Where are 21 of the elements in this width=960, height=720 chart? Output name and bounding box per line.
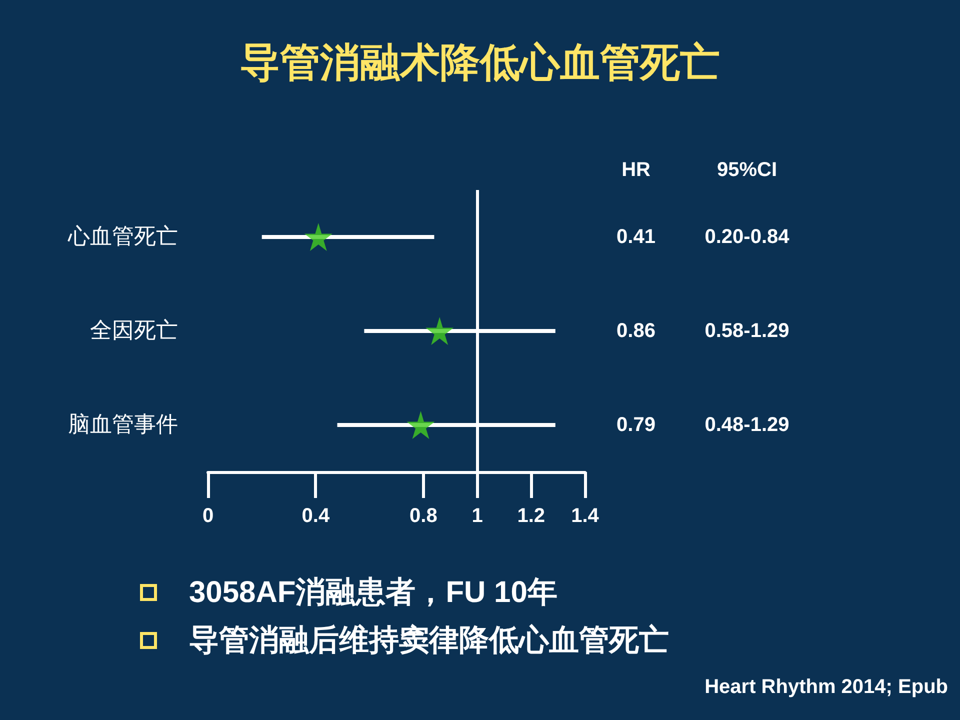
text: Heart Rhythm 2014; Epub [704, 676, 948, 699]
text: 3058AF消融患者，FU 10年 [189, 575, 558, 611]
x-tick-label: 1.2 [517, 505, 546, 527]
text: 0.48-1.29 [704, 414, 790, 436]
text: HR [622, 159, 651, 181]
x-tick-label: 0.4 [302, 505, 330, 527]
y-tick-label: 脑血管事件 [68, 412, 178, 438]
text: 95%CI [716, 159, 778, 181]
text: 导管消融后维持窦律降低心血管死亡 [189, 622, 669, 659]
x-tick-label: 1 [472, 505, 483, 527]
data-label: 0.79 [616, 414, 656, 436]
text: 0.58-1.29 [704, 320, 790, 342]
y-tick-label: 心血管死亡 [67, 224, 178, 250]
x-tick-label: 0 [202, 505, 214, 527]
x-tick-label: 1.4 [571, 505, 600, 527]
y-tick-label: 全因死亡 [90, 318, 178, 344]
data-label: 0.86 [616, 320, 656, 342]
x-tick-label: 0.8 [410, 505, 438, 527]
chart-title: 导管消融术降低心血管死亡 [240, 41, 720, 85]
text: 0.20-0.84 [704, 226, 790, 248]
data-label: 0.41 [616, 226, 656, 248]
